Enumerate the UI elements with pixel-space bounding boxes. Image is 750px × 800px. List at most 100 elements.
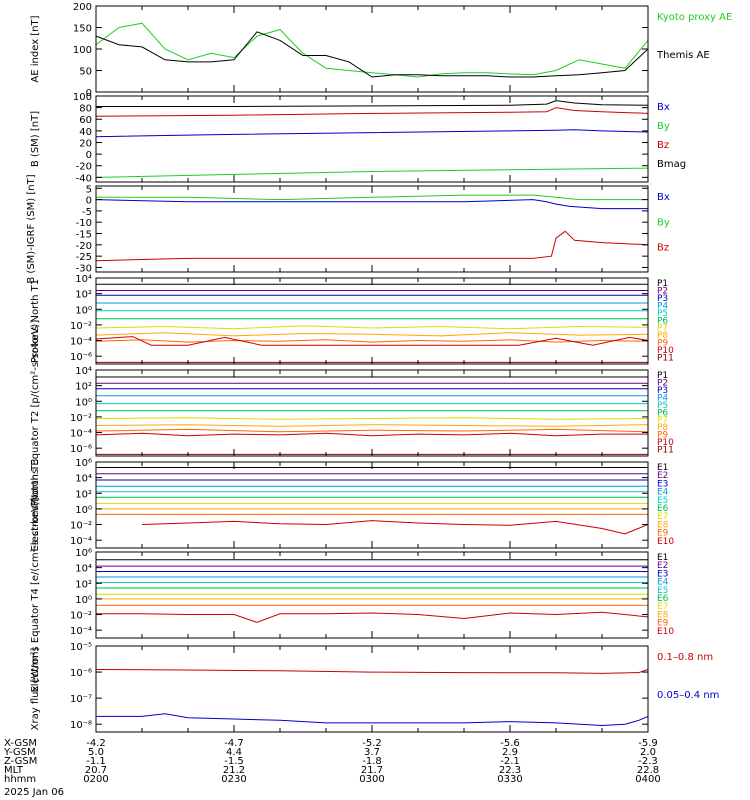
ephemeris-label: Z-GSM [4,756,37,767]
ephemeris-value: 0230 [221,774,246,785]
ephemeris-value: -1.1 [86,756,106,767]
legend-entry: Bmag [657,159,686,170]
y-tick-label: -25 [76,252,92,263]
series-line-p10 [96,336,648,346]
legend-entry: P4 [657,393,668,403]
y-tick-label: 10⁶ [75,458,92,469]
y-tick-label: 10² [75,290,92,301]
legend-entry: P6 [657,408,668,418]
y-tick-label: 10⁻⁵ [70,642,92,653]
y-tick-label: 10⁴ [75,366,92,377]
legend-entry: E9 [657,619,669,629]
y-axis-label: Protons North T1 [30,279,41,363]
series-line-p10 [96,432,648,437]
series-line-0-1-0-8-nm [96,669,648,674]
legend-entry: E3 [657,569,668,579]
y-tick-label: 10² [75,579,92,590]
y-tick-label: 10⁻² [70,413,92,424]
legend-entry: P10 [657,438,674,448]
panel-1: 0 50 100 150 200 AE index [nT] Kyoto proxy AE T… [30,2,732,99]
ephemeris-label: hhmm [4,774,36,785]
legend-entry: E7 [657,602,668,612]
series-line-themis-ae [96,31,648,78]
y-tick-label: -5 [82,207,92,218]
y-axis-label: B (SM)-IGRF (SM) [nT] [26,174,37,283]
ephemeris-value: 3.7 [364,747,380,758]
y-tick-label: 10⁶ [75,548,92,559]
ephemeris-value: 4.4 [226,747,242,758]
panel-7: 10⁶ 10⁴ 10² 10⁰ 10⁻² 10⁻⁴ Electrons Equator T4… [30,497,674,692]
legend-entry: Bz [657,243,669,254]
legend-entry: Kyoto proxy AE [657,12,732,23]
legend-entry: Bx [657,192,670,203]
legend-entry: E9 [657,529,669,539]
y-tick-label: 50 [79,67,92,78]
y-tick-label: 150 [73,24,92,35]
y-axis-label: Xray flux [W/m²] [30,648,41,731]
ephemeris-value: -1.5 [224,756,244,767]
legend-entry: P4 [657,301,668,311]
legend-entry: E10 [657,627,674,637]
y-tick-label: 0 [86,196,92,207]
legend-entry: E6 [657,594,669,604]
y-tick-label: 10⁻² [70,521,92,532]
legend-entry: E2 [657,561,668,571]
series-line-0-05-0-4-nm [96,713,648,727]
ephemeris-value: 21.7 [361,765,383,776]
legend-entry: P9 [657,339,668,349]
y-tick-label: 20 [79,138,92,149]
y-tick-label: 10⁰ [75,595,92,606]
y-tick-label: 10⁻⁸ [70,720,92,731]
ephemeris-value: -5.6 [500,738,520,749]
series-line-bz [96,230,648,262]
y-tick-label: 10⁻⁶ [70,352,92,363]
y-tick-label: 40 [79,127,92,138]
series-line-p8 [96,424,648,427]
legend-entry: E4 [657,578,669,588]
ephemeris-value: 0330 [497,774,522,785]
legend-entry: P6 [657,316,668,326]
legend-entry: By [657,217,670,228]
y-tick-label: 10⁰ [75,397,92,408]
legend-entry: E6 [657,504,669,514]
legend-entry: E5 [657,586,668,596]
ephemeris-value: 5.0 [88,747,104,758]
legend-entry: 0.05–0.4 nm [657,690,719,701]
legend-entry: P8 [657,423,668,433]
y-tick-label: 100 [73,45,92,56]
legend-entry: P11 [657,446,674,456]
series-line-p7 [96,417,648,420]
y-tick-label: 0 [86,88,92,99]
legend-entry: E1 [657,553,668,563]
panel-6: 10⁶ 10⁴ 10² 10⁰ 10⁻² 10⁻⁴ Electrons North T3 E1… [30,458,674,552]
panel-frame [95,461,649,549]
legend-entry: P2 [657,286,668,296]
y-axis-label: Protons Equator T2 [p/(cm²-s-sr-keV)] [30,320,41,507]
y-tick-label: 10⁻² [70,321,92,332]
legend-entry: P3 [657,294,668,304]
y-tick-label: 10⁻⁴ [70,429,92,440]
legend-entry: P7 [657,416,668,426]
series-line-p8 [96,332,648,337]
y-tick-label: 80 [79,104,92,115]
ephemeris-value: -1.8 [362,756,382,767]
panel-8: 10⁻⁵ 10⁻⁶ 10⁻⁷ 10⁻⁸ Xray flux [W/m²] 0.1–0.8 … [30,642,719,733]
series-line-e10 [141,520,648,535]
ephemeris-value: -4.2 [86,738,106,749]
series-line-p9 [96,428,648,433]
date-label: 2025 Jan 06 [4,787,64,798]
panel-frame [95,5,649,93]
y-tick-label: 60 [79,115,92,126]
legend-entry: E10 [657,537,674,547]
legend-entry: E2 [657,471,668,481]
series-line-kyoto-proxy-ae [96,22,648,78]
legend-entry: E8 [657,610,669,620]
ephemeris-value: 2.0 [640,747,656,758]
series-line-p7 [96,325,648,330]
series-line-bmag [96,100,648,107]
series-line-by [96,167,648,178]
ephemeris-value: -2.1 [500,756,520,767]
y-tick-label: 10⁻⁴ [70,337,92,348]
y-axis-label: B (SM) [nT] [30,111,41,167]
